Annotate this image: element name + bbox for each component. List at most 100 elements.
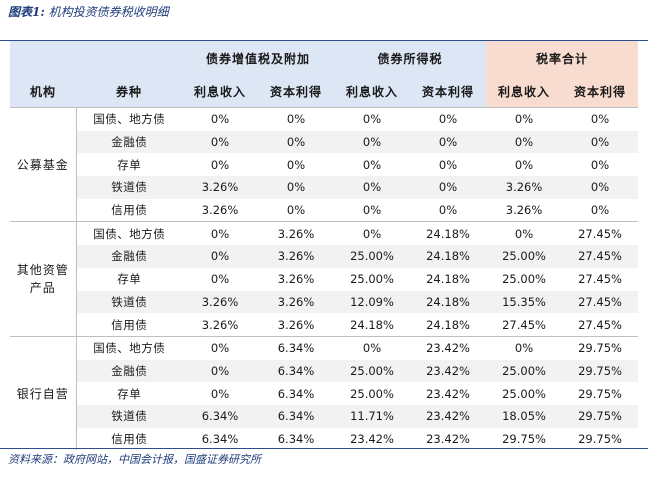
rate-cell: 0%: [334, 221, 411, 246]
rate-cell: 27.45%: [578, 317, 622, 332]
header-row-sub: 机构 券种 利息收入 资本利得 利息收入 资本利得 利息收入 资本利得: [10, 75, 639, 108]
rate-cell: 3.26%: [258, 290, 335, 314]
rate-cell: 23.42%: [410, 404, 487, 428]
header-sub: 资本利得: [562, 75, 639, 108]
rate-cell: 27.45%: [562, 290, 639, 314]
rate-cell: 0%: [286, 157, 306, 172]
rate-cell: 27.45%: [562, 245, 639, 268]
header-group-total: 税率合计: [486, 41, 639, 75]
table-row: 存单 0% 0% 0% 0% 0% 0%: [10, 153, 638, 176]
header-blank-bond: [76, 41, 182, 75]
rate-cell: 6.34%: [258, 335, 335, 360]
rate-cell: 25.00%: [350, 386, 394, 401]
rate-cell: 0%: [410, 176, 487, 199]
rate-cell: 23.42%: [350, 431, 394, 446]
bond-type-cell: 存单: [117, 386, 142, 401]
rate-cell: 6.34%: [201, 431, 239, 446]
rate-cell: 0%: [334, 106, 411, 131]
rate-cell: 0%: [362, 157, 382, 172]
rate-cell: 0%: [182, 130, 258, 154]
rate-cell: 11.71%: [334, 404, 411, 428]
rate-cell: 0%: [486, 335, 563, 360]
source-note: 资料来源：政府网站，中国会计报，国盛证券研究所: [8, 453, 261, 466]
rate-cell: 25.00%: [334, 359, 411, 383]
table-row: 金融债 0% 3.26% 25.00% 24.18% 25.00% 27.45%: [10, 245, 639, 268]
rate-cell: 0%: [486, 130, 563, 154]
institution-cell: 其他资管 产品: [10, 221, 77, 337]
table-row: 存单 0% 3.26% 25.00% 24.18% 25.00% 27.45%: [10, 268, 638, 291]
header-sub: 资本利得: [258, 75, 335, 108]
bond-type-cell: 铁道债: [76, 404, 182, 428]
rate-cell: 0%: [438, 157, 458, 172]
bond-type-cell: 国债、地方债: [76, 106, 182, 131]
bottom-rule: [0, 448, 648, 449]
rate-cell: 0%: [182, 335, 258, 360]
header-row-groups: 债券增值税及附加 债券所得税 税率合计: [10, 41, 639, 75]
rate-cell: 23.42%: [410, 335, 487, 360]
rate-cell: 0%: [210, 272, 230, 287]
rate-cell: 0%: [334, 130, 411, 154]
rate-cell: 3.26%: [505, 203, 543, 218]
table-row: 铁道债 3.26% 3.26% 12.09% 24.18% 15.35% 27.45%: [10, 290, 639, 314]
bond-type-cell: 铁道债: [76, 176, 182, 199]
rate-cell: 0%: [410, 130, 487, 154]
rate-cell: 25.00%: [502, 272, 546, 287]
figure-caption: 图表1: 机构投资债券税收明细: [8, 3, 169, 21]
rate-cell: 25.00%: [350, 272, 394, 287]
rate-cell: 0%: [286, 203, 306, 218]
bond-type-cell: 国债、地方债: [76, 335, 182, 360]
rate-cell: 27.45%: [502, 317, 546, 332]
rate-cell: 24.18%: [426, 272, 470, 287]
rate-cell: 0%: [562, 106, 639, 131]
rate-cell: 0%: [590, 157, 610, 172]
rate-cell: 25.00%: [502, 386, 546, 401]
header-blank-institution: [10, 41, 76, 75]
rate-cell: 0%: [486, 106, 563, 131]
header-sub: 利息收入: [486, 75, 563, 108]
bond-type-cell: 信用债: [111, 203, 148, 218]
header-group-income-tax: 债券所得税: [334, 41, 487, 75]
rate-cell: 3.26%: [182, 176, 258, 199]
bond-type-cell: 信用债: [111, 431, 148, 446]
bond-type-cell: 存单: [117, 272, 142, 287]
table-row: 金融债 0% 6.34% 25.00% 23.42% 25.00% 29.75%: [10, 359, 639, 383]
rate-cell: 25.00%: [334, 245, 411, 268]
rate-cell: 29.75%: [502, 431, 546, 446]
rate-cell: 0%: [182, 359, 258, 383]
rate-cell: 0%: [486, 221, 563, 246]
table-row: 其他资管 产品 国债、地方债 0% 3.26% 0% 24.18% 0% 27.45%: [10, 221, 639, 337]
rate-cell: 0%: [210, 157, 230, 172]
rate-cell: 23.42%: [426, 386, 470, 401]
rate-cell: 27.45%: [578, 272, 622, 287]
rate-cell: 3.26%: [258, 245, 335, 268]
rate-cell: 3.26%: [182, 290, 258, 314]
table-row: 信用债 3.26% 3.26% 24.18% 24.18% 27.45% 27.45%: [10, 313, 638, 336]
header-institution: 机构: [10, 75, 76, 108]
rate-cell: 6.34%: [277, 431, 315, 446]
rate-cell: 0%: [514, 157, 534, 172]
figure-caption-title: 机构投资债券税收明细: [48, 5, 169, 19]
rate-cell: 29.75%: [562, 404, 639, 428]
tax-detail-table: 债券增值税及附加 债券所得税 税率合计 机构 券种 利息收入 资本利得 利息收入…: [10, 41, 639, 451]
table-row: 铁道债 3.26% 0% 0% 0% 3.26% 0%: [10, 176, 639, 199]
rate-cell: 15.35%: [486, 290, 563, 314]
rate-cell: 29.75%: [578, 386, 622, 401]
institution-cell: 公募基金: [10, 106, 77, 222]
rate-cell: 25.00%: [486, 245, 563, 268]
rate-cell: 0%: [258, 176, 335, 199]
rate-cell: 0%: [438, 203, 458, 218]
bond-type-cell: 铁道债: [76, 290, 182, 314]
rate-cell: 18.05%: [486, 404, 563, 428]
table-row: 铁道债 6.34% 6.34% 11.71% 23.42% 18.05% 29.75%: [10, 404, 639, 428]
rate-cell: 0%: [182, 221, 258, 246]
rate-cell: 0%: [562, 176, 639, 199]
table-row: 公募基金 国债、地方债 0% 0% 0% 0% 0% 0%: [10, 106, 639, 222]
rate-cell: 24.18%: [410, 290, 487, 314]
rate-cell: 3.26%: [201, 203, 239, 218]
rate-cell: 29.75%: [562, 359, 639, 383]
rate-cell: 3.26%: [201, 317, 239, 332]
bond-type-cell: 存单: [117, 157, 142, 172]
rate-cell: 3.26%: [486, 176, 563, 199]
figure-caption-label: 图表1:: [8, 5, 45, 19]
rate-cell: 6.34%: [182, 404, 258, 428]
